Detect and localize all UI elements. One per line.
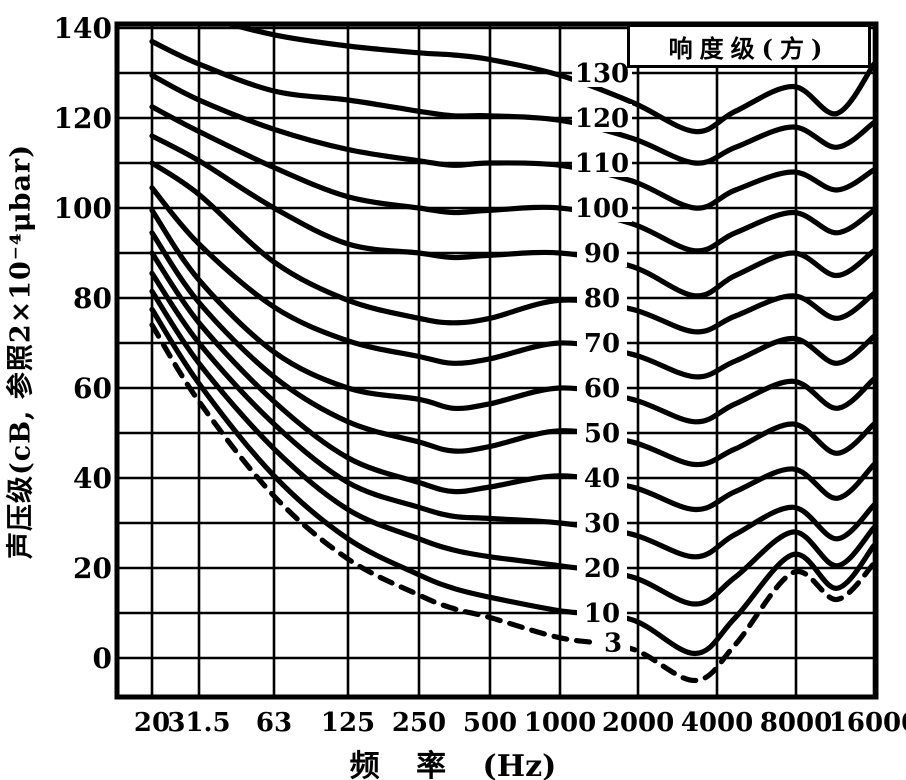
plot-frame <box>114 21 879 700</box>
curve-120-phon <box>149 38 876 166</box>
curve-label-mask <box>577 419 627 447</box>
curve-label-90: 90 <box>584 239 620 269</box>
curve-label-mask <box>577 599 627 627</box>
y-tick-label: 0 <box>93 642 112 675</box>
curve-label-mask <box>577 284 627 312</box>
curve-label-mask <box>577 464 627 492</box>
x-tick-label: 31.5 <box>167 708 230 738</box>
x-tick-label: 2000 <box>602 708 674 738</box>
curve-20-phon <box>149 288 876 607</box>
curve-label-mask <box>577 554 627 582</box>
curve-70-phon <box>149 185 876 380</box>
curve-3-phon <box>149 322 876 684</box>
curve-label-120: 120 <box>575 104 629 134</box>
y-tick-label: 60 <box>73 372 112 405</box>
curve-100-phon <box>149 104 876 254</box>
curve-label-110: 110 <box>575 149 629 179</box>
curve-label-mask <box>577 329 627 357</box>
curve-80-phon <box>149 160 876 335</box>
curve-label-mask <box>572 59 632 87</box>
curve-label-40: 40 <box>584 464 620 494</box>
curve-label-30: 30 <box>584 509 620 539</box>
curve-label-130: 130 <box>575 59 629 89</box>
y-tick-label: 120 <box>54 102 112 135</box>
curve-label-100: 100 <box>575 194 629 224</box>
curve-label-mask <box>572 194 632 222</box>
x-tick-label: 1000 <box>524 708 596 738</box>
y-axis-title: 声压级(cB, 参照2×10⁻⁴μbar) <box>5 143 37 560</box>
curve-label-70: 70 <box>584 329 620 359</box>
x-tick-label: 16000 <box>829 708 906 738</box>
x-tick-label: 8000 <box>760 708 832 738</box>
curve-label-mask <box>572 149 632 177</box>
y-tick-label: 100 <box>54 192 112 225</box>
curve-40-phon <box>149 250 876 513</box>
curve-label-mask <box>577 239 627 267</box>
curve-label-mask <box>577 374 627 402</box>
curve-50-phon <box>149 230 876 468</box>
y-tick-label: 20 <box>73 552 112 585</box>
curves-group <box>149 24 876 684</box>
y-tick-label: 40 <box>73 462 112 495</box>
curve-30-phon <box>149 270 876 560</box>
legend-box: 响度级(方) <box>627 24 871 68</box>
curve-label-50: 50 <box>584 419 620 449</box>
x-tick-label: 500 <box>463 708 517 738</box>
x-axis-title: 频 率 (Hz) <box>349 749 557 780</box>
curve-label-mask <box>577 509 627 537</box>
curve-label-80: 80 <box>584 284 620 314</box>
x-tick-label: 63 <box>256 708 292 738</box>
curve-60-phon <box>149 207 876 425</box>
curve-10-phon <box>149 306 876 657</box>
y-tick-label: 80 <box>73 282 112 315</box>
curve-label-mask <box>596 628 630 657</box>
x-tick-label: 20 <box>134 708 170 738</box>
x-tick-label: 250 <box>392 708 446 738</box>
curve-label-60: 60 <box>584 374 620 404</box>
curve-90-phon <box>149 133 876 299</box>
curve-label-mask <box>572 104 632 132</box>
curve-label-3: 3 <box>604 628 622 658</box>
curve-label-20: 20 <box>584 554 620 584</box>
curve-110-phon <box>149 72 876 211</box>
x-tick-label: 125 <box>321 708 375 738</box>
curve-label-10: 10 <box>584 599 620 629</box>
legend-title: 响度级(方) <box>668 33 830 63</box>
y-tick-label: 140 <box>54 12 112 45</box>
curve-130-phon <box>220 24 876 135</box>
x-tick-label: 4000 <box>681 708 753 738</box>
